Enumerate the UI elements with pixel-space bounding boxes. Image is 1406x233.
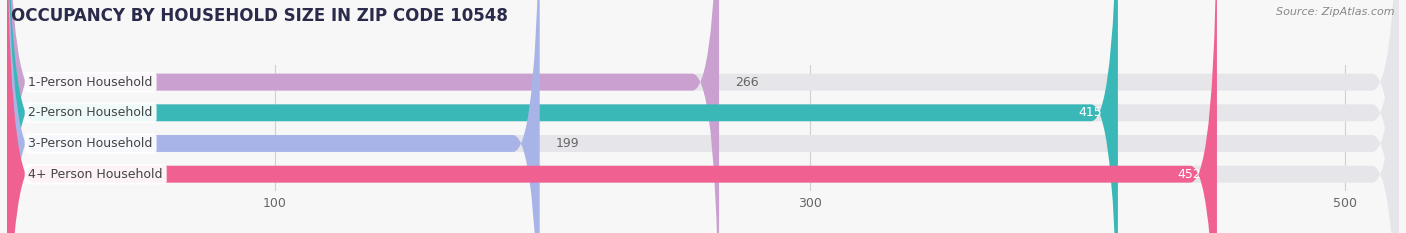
Text: 2-Person Household: 2-Person Household bbox=[28, 106, 153, 119]
FancyBboxPatch shape bbox=[7, 0, 1399, 233]
FancyBboxPatch shape bbox=[7, 0, 1399, 233]
Text: 415: 415 bbox=[1078, 106, 1102, 119]
FancyBboxPatch shape bbox=[7, 0, 1399, 233]
FancyBboxPatch shape bbox=[7, 0, 1399, 233]
FancyBboxPatch shape bbox=[7, 0, 1118, 233]
FancyBboxPatch shape bbox=[7, 0, 1218, 233]
Text: 3-Person Household: 3-Person Household bbox=[28, 137, 153, 150]
Text: 266: 266 bbox=[735, 76, 759, 89]
Text: 4+ Person Household: 4+ Person Household bbox=[28, 168, 163, 181]
Text: 199: 199 bbox=[555, 137, 579, 150]
FancyBboxPatch shape bbox=[7, 0, 718, 233]
Text: 1-Person Household: 1-Person Household bbox=[28, 76, 153, 89]
FancyBboxPatch shape bbox=[7, 0, 540, 233]
Text: Source: ZipAtlas.com: Source: ZipAtlas.com bbox=[1277, 7, 1395, 17]
Text: OCCUPANCY BY HOUSEHOLD SIZE IN ZIP CODE 10548: OCCUPANCY BY HOUSEHOLD SIZE IN ZIP CODE … bbox=[11, 7, 508, 25]
Text: 452: 452 bbox=[1177, 168, 1201, 181]
